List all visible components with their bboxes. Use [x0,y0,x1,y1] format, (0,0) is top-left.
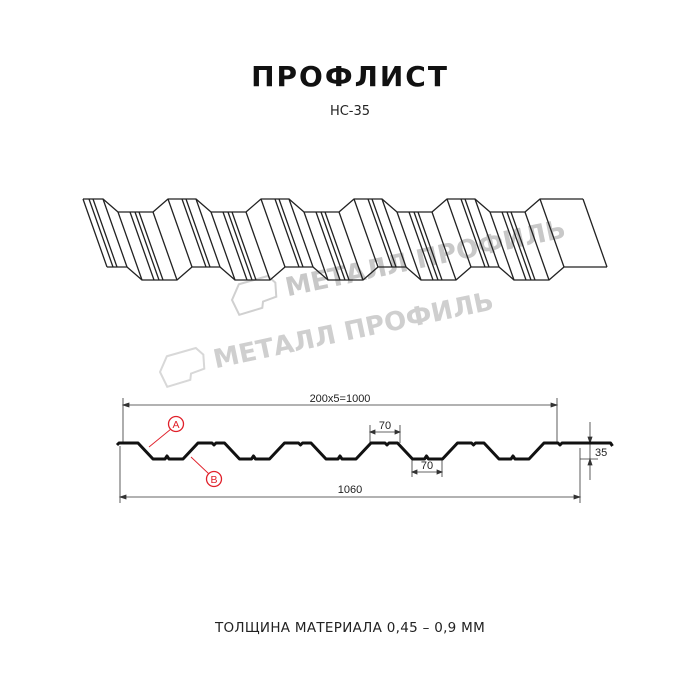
sheet-fold-line [167,198,193,268]
sheet-rib-line [274,198,300,268]
sheet-rib-line [92,198,118,268]
sheet-fold-line [210,211,236,281]
dim-label-pitch: 200x5=1000 [310,393,371,405]
sheet-fold-line [353,198,379,268]
watermark-logo-icon [158,346,206,389]
sheet-fold-line [381,198,407,268]
sheet-fold-line [315,211,341,281]
sheet-fold-line [129,211,155,281]
sheet-fold-line [524,211,550,281]
sheet-fold-line [102,198,128,268]
sheet-rib-line [134,211,160,281]
sheet-rib-line [278,198,304,268]
sheet-rib-line [367,198,393,268]
sheet-fold-line [489,211,515,281]
dim-label-height: 35 [595,447,607,459]
sheet-rib-line [371,198,397,268]
sheet-fold-line [431,211,457,281]
sheet-rib-line [413,211,439,281]
sheet-fold-line [152,211,178,281]
sheet-fold-line [446,198,472,268]
sheet-fold-line [501,211,527,281]
material-thickness: ТОЛЩИНА МАТЕРИАЛА 0,45 – 0,9 ММ [214,620,486,636]
callout-a-label: A [172,419,179,431]
sheet-rib-line [185,198,211,268]
watermark-text: МЕТАЛЛ ПРОФИЛЬ [211,287,497,376]
profile-code: НС-35 [329,104,371,119]
callout-b-label: B [210,474,217,486]
dim-label-top-flange: 70 [379,420,391,432]
profile-cross-section [115,441,614,461]
sheet-fold-line [396,211,422,281]
sheet-rib-line [138,211,164,281]
sheet-fold-line [288,198,314,268]
sheet-rib-line [510,211,536,281]
sheet-fold-line [408,211,434,281]
sheet-rib-line [460,198,486,268]
sheet-rib-line [464,198,490,268]
sheet-fold-line [474,198,500,268]
sheet-fold-line [260,198,286,268]
sheet-fold-line [245,211,271,281]
sheet-fold-line [582,198,608,268]
sheet-fold-line [338,211,364,281]
page-title: ПРОФЛИСТ [251,60,449,93]
sheet-rib-line [320,211,346,281]
callout-b: B [190,456,223,488]
sheet-fold-line [82,198,108,268]
dim-label-total: 1060 [338,484,362,496]
sheet-rib-line [88,198,114,268]
sheet-rib-line [181,198,207,268]
sheet-fold-line [539,198,565,268]
sheet-fold-line [195,198,221,268]
callout-a: A [148,415,185,448]
dim-label-bottom-flange: 70 [421,460,433,472]
sheet-rib-line [324,211,350,281]
sheet-rib-line [231,211,257,281]
sheet-fold-line [222,211,248,281]
sheet-rib-line [417,211,443,281]
sheet-3d-view [82,198,608,281]
sheet-rib-line [227,211,253,281]
watermark-bottom: МЕТАЛЛ ПРОФИЛЬ [158,287,497,389]
sheet-rib-line [506,211,532,281]
sheet-top-edge [83,198,583,213]
sheet-fold-line [303,211,329,281]
sheet-fold-line [117,211,143,281]
watermark-logo-icon [230,274,278,317]
